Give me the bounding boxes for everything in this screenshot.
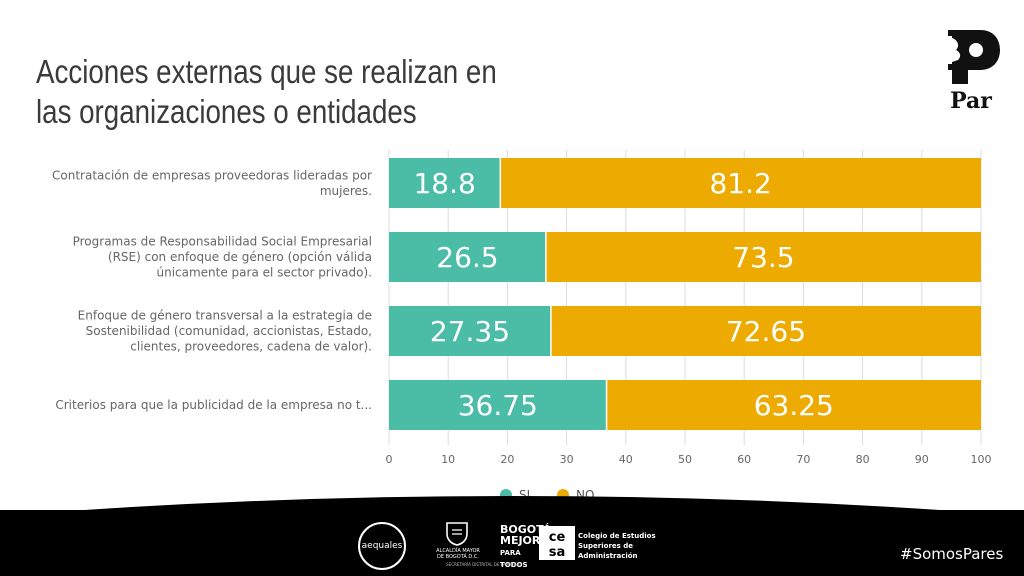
category-label: Criterios para que la publicidad de la e… [55, 398, 372, 412]
x-tick-label: 50 [678, 453, 692, 466]
bar-no [606, 380, 981, 430]
category-label-line: únicamente para el sector privado). [156, 266, 372, 280]
bogota-line-1: BOGOTÁ [500, 523, 552, 536]
cesa-line-1: Colegio de Estudios [578, 532, 656, 540]
category-label-line: (RSE) con enfoque de género (opción váli… [108, 250, 372, 264]
footer-bar [0, 510, 1024, 576]
cesa-line-2: Superiores de Administración [578, 542, 638, 560]
bar-si [389, 380, 607, 430]
cesa-logo-text: ce [549, 530, 566, 545]
category-label-line: Enfoque de género transversal a la estra… [78, 309, 372, 323]
par-logo-text: Par [950, 88, 992, 114]
bar-no [500, 158, 981, 208]
x-axis-ticks: 0 10 20 30 40 50 60 70 80 90 100 [386, 453, 992, 466]
bars: 18.8 81.2 26.5 73.5 27.35 72.65 36.75 63.25 [389, 158, 981, 430]
aequales-logo-text: aequales [361, 541, 403, 551]
bar-value-label: 63.25 [754, 389, 834, 422]
cesa-logo-icon: ce sa [539, 526, 575, 560]
category-label-line: mujeres. [320, 184, 372, 198]
x-tick-label: 10 [441, 453, 455, 466]
slide-title-line-2: las organizaciones o entidades [36, 93, 417, 130]
x-tick-label: 40 [619, 453, 633, 466]
x-tick-label: 80 [856, 453, 870, 466]
hashtag: #SomosPares [900, 545, 1004, 563]
category-label-line: Criterios para que la publicidad de la e… [55, 398, 372, 412]
cesa-name: Colegio de Estudios Superiores de Admini… [578, 531, 688, 561]
category-label: Enfoque de género transversal a la estra… [78, 309, 372, 354]
bogota-line-2: MEJOR [500, 534, 541, 547]
par-logo: Par [940, 28, 1002, 116]
alcaldia-line-2: DE BOGOTÁ D.C. [437, 554, 479, 560]
bar-si [389, 232, 546, 282]
category-label-line: Sostenibilidad (comunidad, accionistas, … [86, 324, 372, 338]
alcaldia-line-1: ALCALDÍA MAYOR [436, 548, 480, 554]
shield-icon [446, 522, 468, 546]
bar-no [545, 232, 981, 282]
bogota-mejor-logo: BOGOTÁ MEJOR PARA TODOS [500, 524, 551, 570]
legend-label-si: SI [519, 488, 530, 502]
slide-title-line-1: Acciones externas que se realizan en [36, 53, 497, 90]
category-label-line: Contratación de empresas proveedoras lid… [52, 168, 372, 182]
alcaldia-logo: ALCALDÍA MAYOR DE BOGOTÁ D.C. [426, 522, 490, 572]
x-tick-label: 0 [386, 453, 393, 466]
x-tick-label: 30 [560, 453, 574, 466]
x-tick-label: 60 [737, 453, 751, 466]
category-label: Programas de Responsabilidad Social Empr… [73, 235, 372, 280]
x-tick-label: 90 [915, 453, 929, 466]
bogota-line-3: PARA TODOS [500, 549, 528, 569]
category-label-line: clientes, proveedores, cadena de valor). [130, 340, 372, 354]
bar-value-label: 72.65 [726, 315, 806, 348]
bar-value-label: 73.5 [732, 241, 794, 274]
x-tick-label: 100 [971, 453, 992, 466]
x-tick-label: 20 [500, 453, 514, 466]
category-label: Contratación de empresas proveedoras lid… [52, 168, 372, 198]
bar-no [550, 306, 981, 356]
par-logo-icon [948, 30, 1000, 84]
cesa-logo-text-2: sa [549, 545, 566, 560]
bogota-subtitle: SECRETARÍA DISTRITAL DE LA MUJER [446, 562, 520, 567]
slide-title: Acciones externas que se realizan en las… [36, 52, 497, 132]
bar-value-label: 27.35 [430, 315, 510, 348]
bar-si [389, 306, 551, 356]
category-labels: Contratación de empresas proveedoras lid… [52, 168, 372, 412]
stacked-bar-chart: 18.8 81.2 26.5 73.5 27.35 72.65 36.75 63.25 Con… [52, 150, 992, 502]
aequales-logo: aequales [358, 522, 406, 570]
bar-value-label: 18.8 [413, 167, 475, 200]
bar-value-label: 81.2 [709, 167, 771, 200]
bar-value-label: 26.5 [436, 241, 498, 274]
bar-value-label: 36.75 [458, 389, 538, 422]
x-tick-label: 70 [796, 453, 810, 466]
category-label-line: Programas de Responsabilidad Social Empr… [73, 235, 372, 249]
bar-si [389, 158, 501, 208]
